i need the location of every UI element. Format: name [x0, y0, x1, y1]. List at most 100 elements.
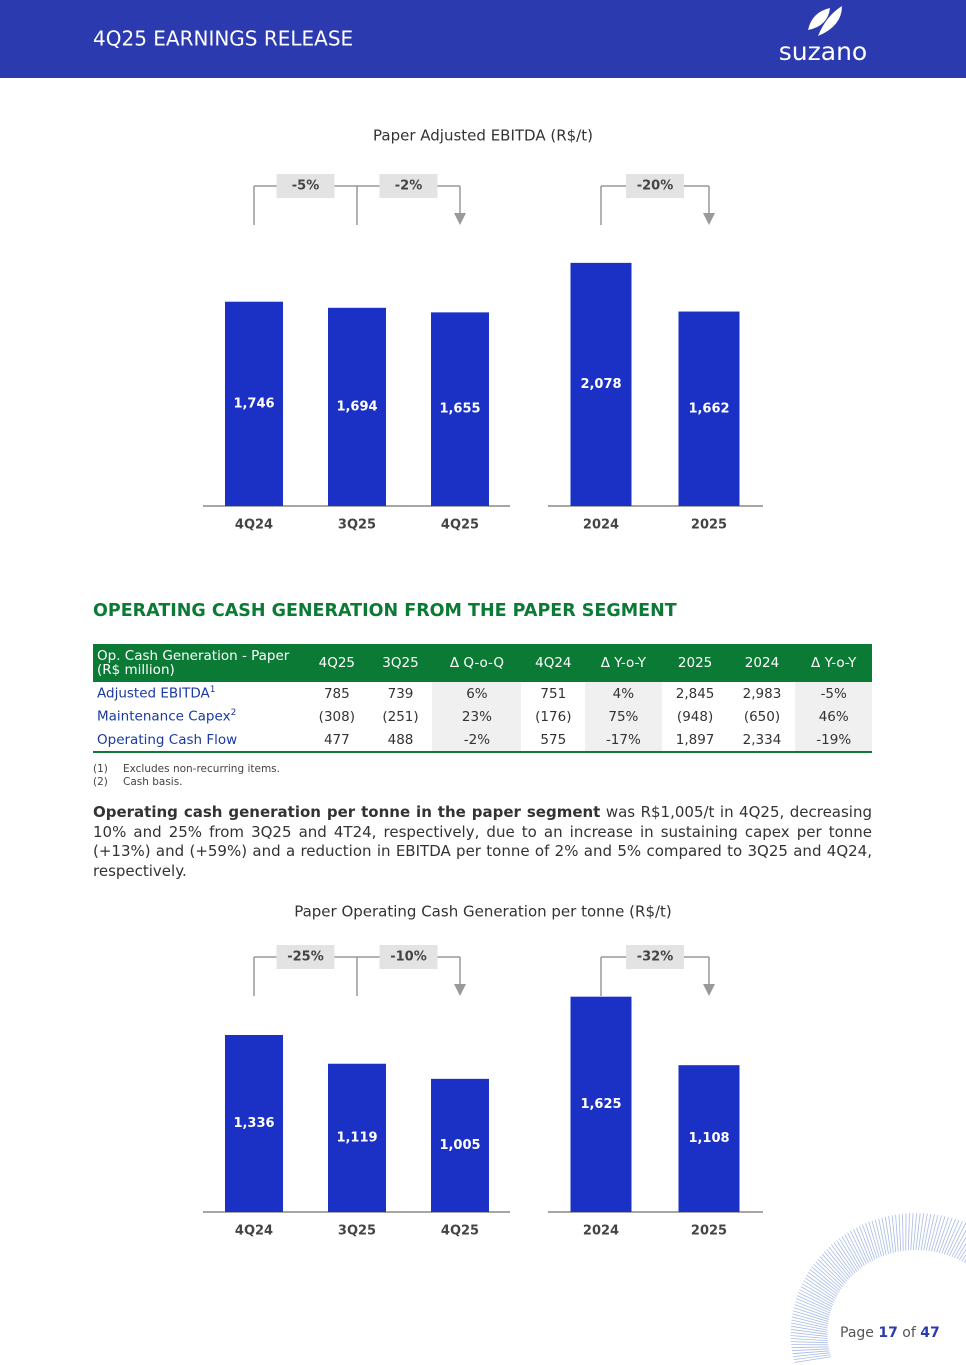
paragraph-text: was R$1,005/t in 4Q25, decreasing 10% an… [93, 803, 873, 880]
decoration [925, 1214, 935, 1251]
bar [328, 1063, 386, 1212]
chart-title: Paper Adjusted EBITDA (R$/t) [373, 127, 593, 145]
decoration [878, 1218, 887, 1255]
table-cell: 2,983 [742, 685, 782, 702]
footnote-text: Excludes non-recurring items. [123, 763, 280, 775]
header-cell: 4Q24 [521, 644, 586, 682]
bar-label: 1,108 [688, 1131, 729, 1146]
decoration [895, 1214, 899, 1252]
table-cell: 2,334 [728, 728, 796, 753]
bar-label: 1,336 [233, 1116, 274, 1131]
row-label-cell: Maintenance Capex2 [93, 705, 305, 728]
page-total: 47 [920, 1325, 940, 1341]
decoration [915, 1213, 921, 1250]
table-cell: (176) [535, 708, 572, 725]
arrow [454, 213, 466, 225]
table-cell: 1,897 [661, 728, 729, 753]
category-label: 4Q25 [441, 1224, 479, 1239]
header-cell: 2025 [661, 644, 729, 682]
category-label: 2025 [691, 518, 727, 533]
bar [225, 301, 283, 506]
decoration [891, 1215, 897, 1253]
decoration [907, 1213, 910, 1251]
decoration [794, 1304, 830, 1318]
decoration [936, 1216, 949, 1253]
paragraph: Operating cash generation per tonne in t… [93, 803, 872, 881]
decoration [836, 1240, 858, 1272]
row-label: Adjusted EBITDA [97, 685, 210, 702]
decoration [828, 1246, 852, 1277]
footnote-text: Cash basis. [123, 776, 183, 788]
decoration [798, 1292, 832, 1310]
table-cell: 4% [585, 682, 662, 705]
decoration [791, 1316, 828, 1327]
header-cell: 2024 [728, 644, 796, 682]
decoration [792, 1310, 829, 1322]
category-label: 4Q25 [441, 518, 479, 533]
decoration [931, 1215, 942, 1252]
header-cell: 3Q25 [368, 644, 433, 682]
decoration [884, 1216, 892, 1254]
decoration [815, 1261, 843, 1288]
change-label: -32% [637, 950, 674, 965]
logo: suzano [779, 37, 867, 66]
footnote: (1) Excludes non-recurring items. [93, 763, 280, 775]
header-cell: Δ Y-o-Y [795, 644, 872, 682]
decoration [792, 1350, 830, 1355]
decoration [801, 1283, 835, 1303]
decoration [933, 1216, 946, 1252]
decoration [809, 1269, 840, 1293]
decoration [791, 1348, 829, 1352]
table-cell: 575 [521, 728, 586, 753]
decoration [838, 1238, 860, 1271]
decoration [800, 1286, 834, 1306]
decoration [806, 1274, 837, 1297]
decoration [865, 1223, 878, 1259]
bar-label: 2,078 [580, 377, 621, 392]
decoration [791, 1346, 829, 1349]
row-label: Operating Cash Flow [97, 731, 238, 748]
decoration [938, 1217, 953, 1253]
decoration [826, 1249, 851, 1279]
change-box [276, 174, 335, 198]
bar-label: 1,655 [439, 402, 480, 417]
category-label: 2024 [583, 1224, 619, 1239]
table-cell: (650) [743, 708, 781, 725]
decoration [790, 1331, 828, 1337]
arrow [454, 984, 466, 996]
decoration [817, 1258, 845, 1286]
decoration [961, 1254, 966, 1262]
change-box [276, 945, 335, 969]
footnote-num: (1) [93, 763, 108, 775]
table-body: Adjusted EBITDA1 785 739 6% 751 4% 2,845 2,983-… [93, 682, 872, 753]
table-cell: (308) [318, 708, 355, 725]
bar [678, 1065, 740, 1212]
decoration [807, 1272, 839, 1295]
decoration [898, 1214, 902, 1252]
bar [431, 1078, 489, 1212]
page-of: of [902, 1325, 916, 1341]
decoration [850, 1230, 867, 1265]
table-cell: -5% [795, 682, 872, 705]
table-cell: -19% [795, 728, 872, 753]
table-cell: 739 [387, 685, 414, 702]
decoration [804, 1277, 836, 1299]
page-label: Page [840, 1325, 874, 1341]
table-cell: 477 [305, 728, 369, 753]
table-row: Maintenance Capex2 (308) (251) 23% (176) 75% (… [93, 705, 872, 728]
change-label: -2% [395, 179, 422, 194]
arrow [703, 213, 715, 225]
table-cell: -17% [585, 728, 662, 753]
category-label: 2025 [691, 1224, 727, 1239]
table-cell: (251) [382, 708, 419, 725]
decoration [943, 1220, 960, 1255]
change-box [626, 945, 684, 969]
bar [678, 311, 740, 506]
bar-label: 1,694 [336, 399, 377, 414]
footnote-num: (2) [93, 776, 108, 788]
decoration [888, 1215, 894, 1253]
category-label: 2024 [583, 518, 619, 533]
decoration [790, 1328, 828, 1335]
decoration [949, 1222, 966, 1257]
category-label: 4Q24 [235, 1224, 273, 1239]
